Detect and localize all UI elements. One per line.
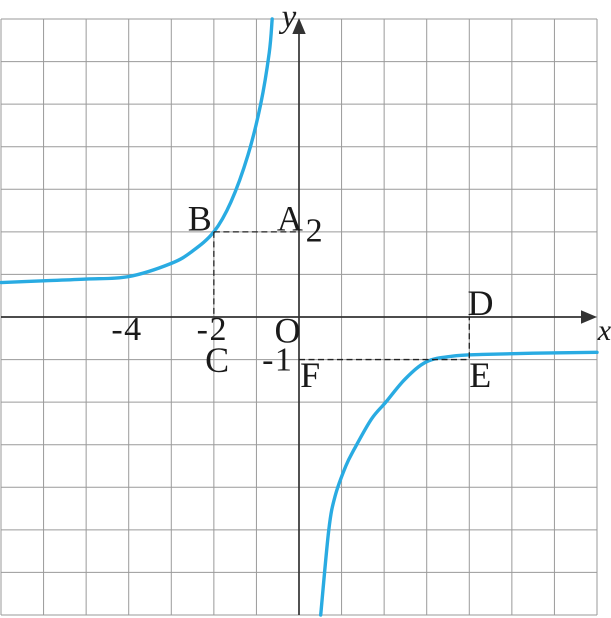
svg-text:y: y <box>279 0 297 35</box>
svg-text:-1: -1 <box>262 341 293 378</box>
svg-text:D: D <box>467 283 493 323</box>
svg-text:-4: -4 <box>111 311 142 348</box>
svg-text:E: E <box>469 355 491 395</box>
svg-text:2: 2 <box>306 213 323 250</box>
svg-text:F: F <box>300 355 320 395</box>
svg-text:A: A <box>277 198 303 238</box>
svg-text:C: C <box>205 340 229 380</box>
svg-text:B: B <box>188 199 212 239</box>
svg-text:x: x <box>597 314 611 347</box>
